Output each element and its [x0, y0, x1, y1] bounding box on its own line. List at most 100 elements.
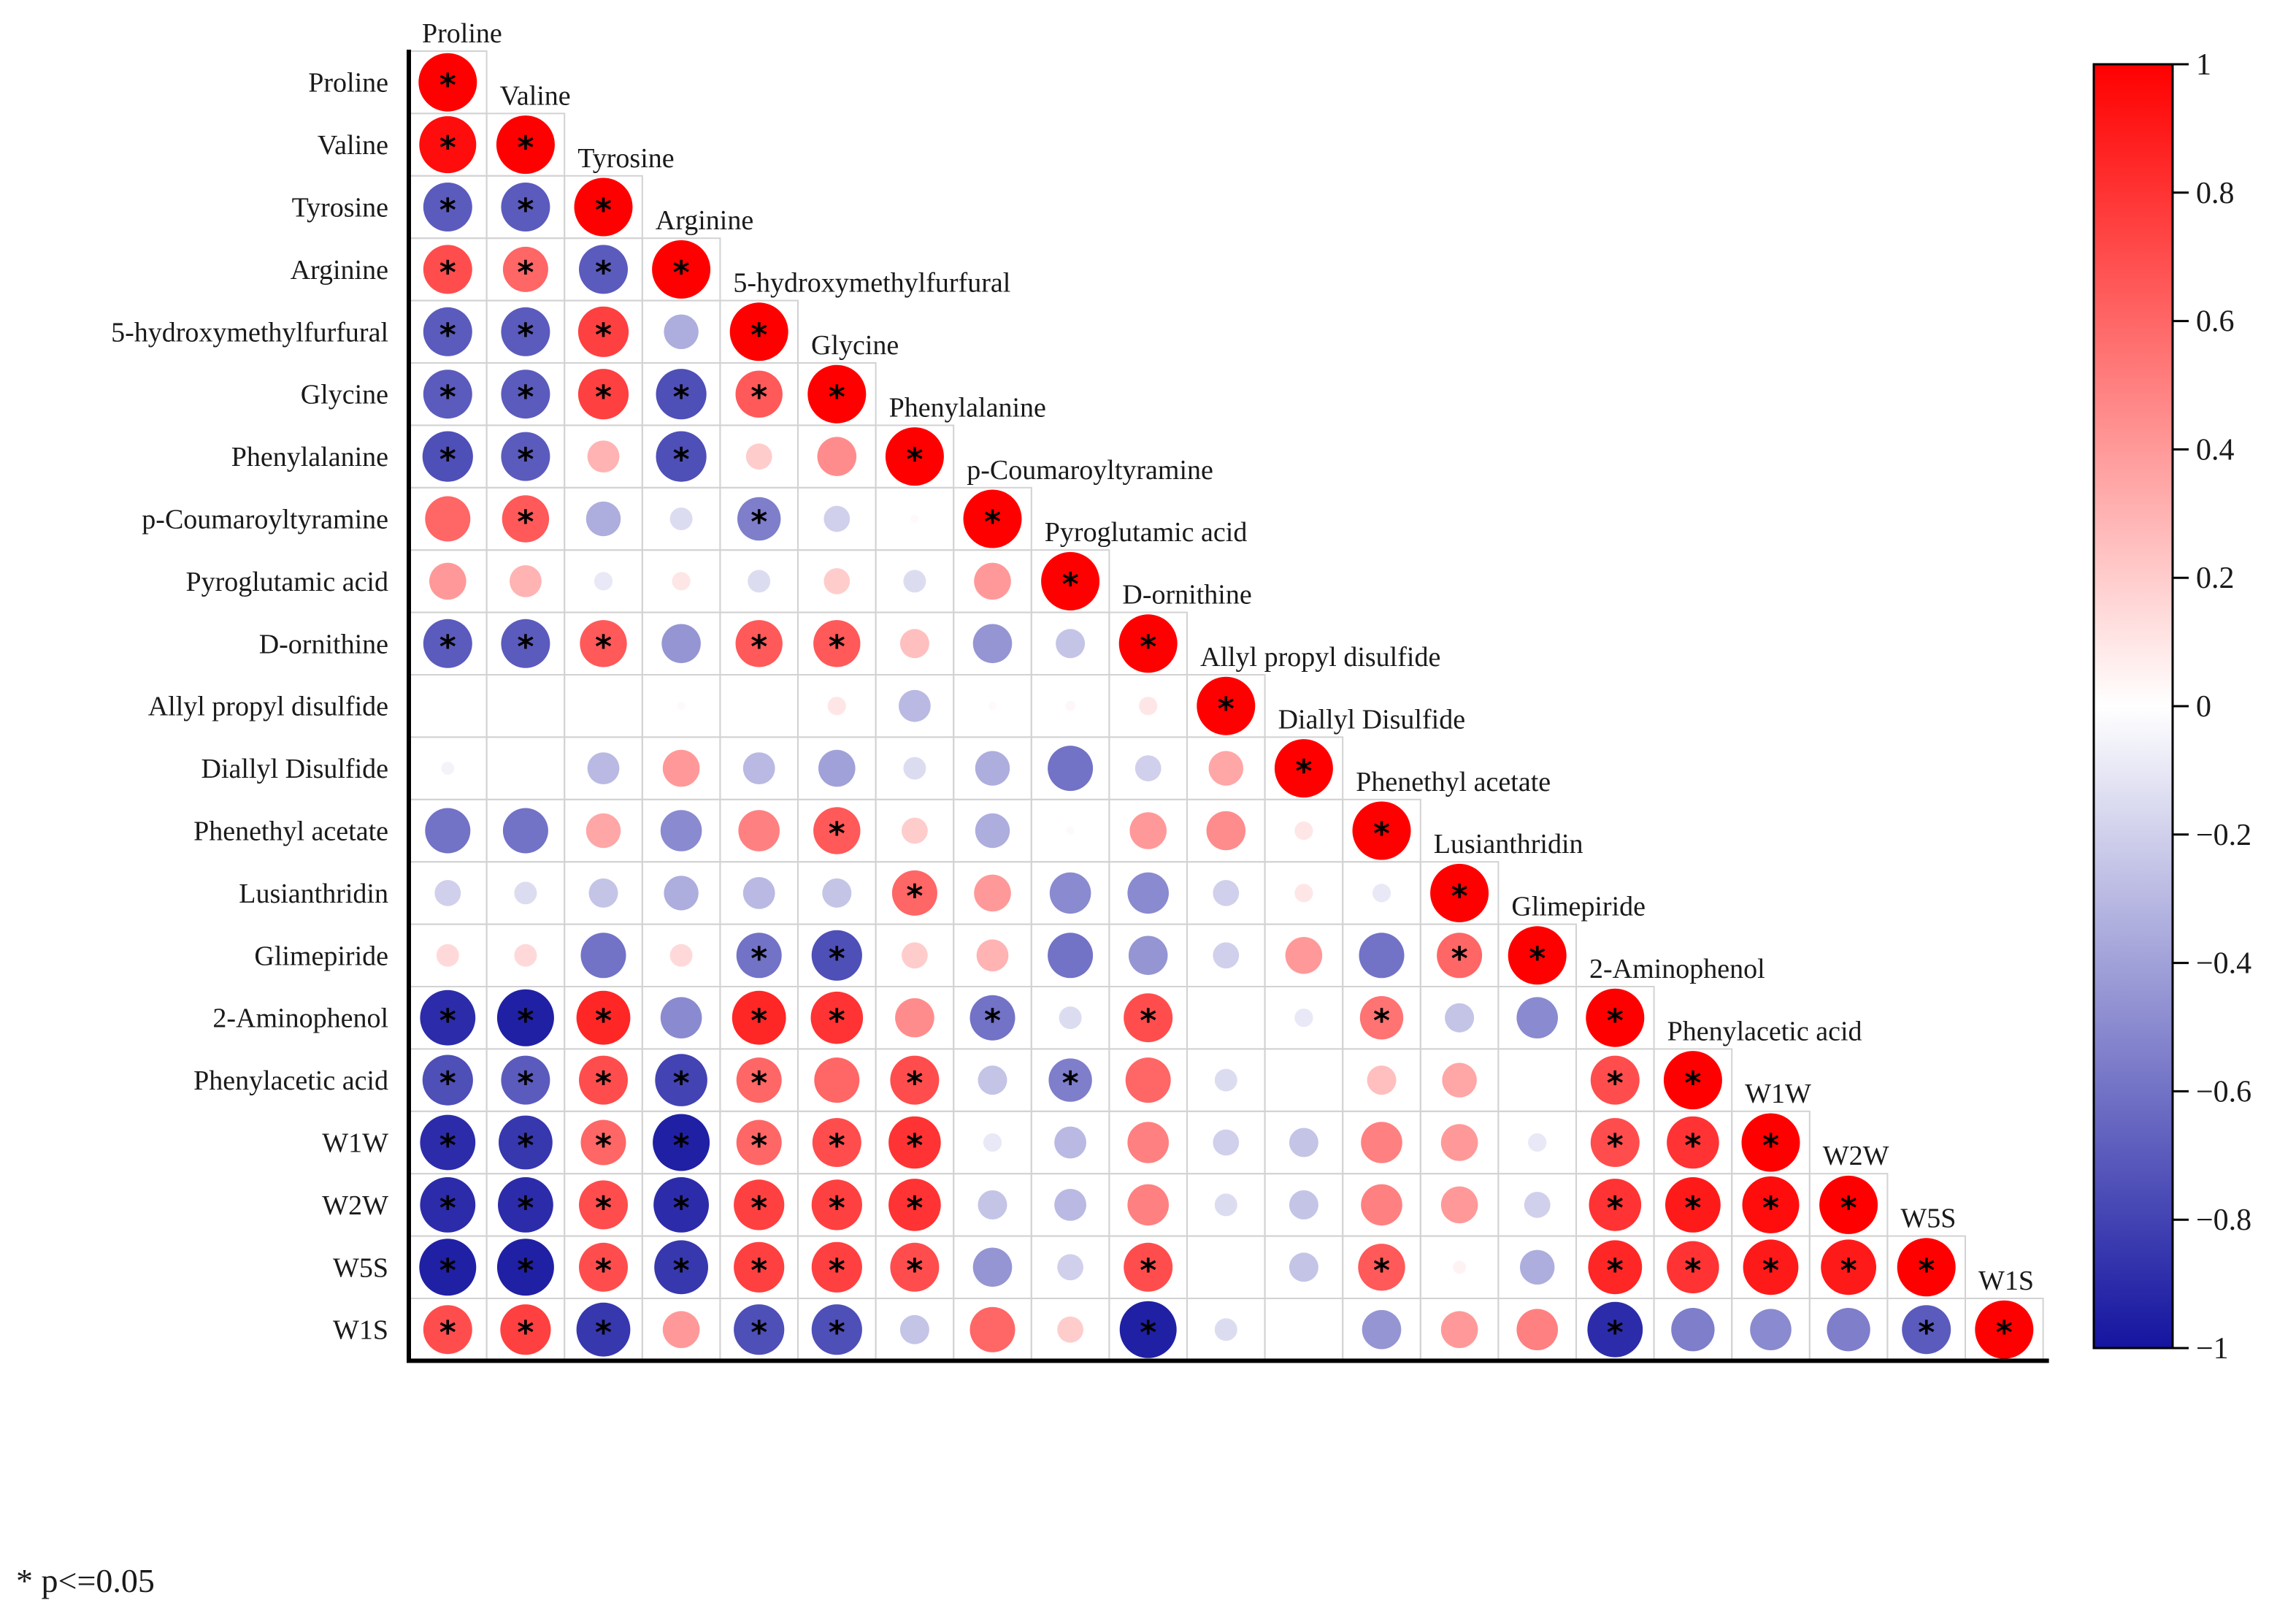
correlation-circle	[1289, 1190, 1318, 1220]
column-label: D-ornithine	[1122, 580, 1251, 611]
correlation-circle	[1362, 1309, 1402, 1350]
column-label: p-Coumaroyltyramine	[967, 455, 1213, 486]
correlation-circle	[418, 53, 477, 112]
significance-star: *	[595, 1003, 612, 1040]
correlation-circle	[1897, 1238, 1956, 1297]
correlation-circle	[653, 1177, 709, 1233]
correlation-circle	[974, 874, 1011, 912]
row-labels: Proline Valine Tyrosine Arginine 5-hydroxyme…	[111, 68, 388, 1346]
correlation-circle	[1440, 1186, 1478, 1224]
correlation-circle	[1528, 1133, 1547, 1152]
column-label: Arginine	[656, 205, 753, 236]
correlation-circle	[579, 1055, 628, 1105]
correlation-circle	[1367, 1065, 1397, 1095]
row-label: Phenylalanine	[231, 442, 388, 472]
significance-star: *	[439, 1314, 456, 1352]
correlation-circle	[729, 302, 788, 361]
correlation-circle	[1213, 880, 1240, 906]
matrix-cell	[408, 674, 488, 738]
correlation-circle	[1059, 1006, 1082, 1030]
significance-star: *	[1918, 1252, 1935, 1289]
significance-star: *	[1451, 878, 1468, 915]
correlation-circle	[972, 624, 1013, 664]
correlation-circle	[1057, 1316, 1083, 1343]
significance-star: *	[1140, 1252, 1156, 1289]
correlation-circle	[1125, 1057, 1171, 1103]
significance-star: *	[517, 254, 534, 291]
correlation-circle	[1214, 1318, 1237, 1341]
column-label: Lusianthridin	[1434, 829, 1583, 860]
correlation-circle	[501, 619, 550, 668]
significance-star: *	[1840, 1252, 1857, 1289]
significance-star: *	[517, 379, 534, 416]
correlation-circle	[963, 489, 1022, 548]
significance-star: *	[829, 1003, 845, 1040]
row-label: Pyroglutamic acid	[185, 567, 388, 597]
correlation-circle	[669, 944, 693, 967]
correlation-circle	[734, 1241, 785, 1293]
significance-star: *	[439, 316, 456, 353]
significance-star: *	[517, 1252, 534, 1289]
correlation-circle	[1437, 933, 1483, 979]
correlation-circle	[425, 496, 471, 542]
significance-star: *	[1607, 1128, 1624, 1165]
correlation-circle	[902, 942, 928, 969]
correlation-circle	[1667, 1241, 1719, 1294]
correlation-circle	[1214, 1068, 1237, 1092]
column-label: Tyrosine	[577, 143, 674, 174]
correlation-circle	[813, 807, 861, 854]
correlation-circle	[499, 1115, 553, 1170]
row-label: W1S	[333, 1315, 388, 1346]
row-label: Phenethyl acetate	[193, 816, 388, 847]
correlation-circle	[976, 939, 1009, 972]
matrix-cell	[1186, 986, 1266, 1050]
significance-star: *	[673, 1190, 690, 1227]
correlation-circle	[585, 501, 621, 537]
correlation-circle	[677, 702, 686, 711]
correlation-circle	[737, 497, 781, 541]
colorbar-tick-label: −0.4	[2196, 947, 2251, 981]
significance-star: *	[595, 254, 612, 291]
correlation-circle	[1520, 1249, 1555, 1285]
correlation-circle	[736, 1057, 782, 1103]
correlation-circle	[1590, 1118, 1640, 1167]
correlation-circle	[890, 1055, 940, 1105]
colorbar-tick-label: −1	[2196, 1332, 2229, 1366]
correlation-circle	[501, 307, 550, 356]
column-label: Phenylalanine	[889, 392, 1046, 423]
correlation-circle	[811, 1304, 862, 1355]
correlation-circle	[514, 881, 537, 905]
correlation-circle	[738, 810, 780, 851]
correlation-circle	[812, 1118, 861, 1167]
correlation-circle	[1127, 872, 1169, 914]
significance-star: *	[439, 129, 456, 167]
correlation-circle	[500, 1304, 551, 1355]
significance-star: *	[439, 1190, 456, 1227]
row-label: Allyl propyl disulfide	[148, 692, 388, 722]
significance-star: *	[439, 67, 456, 104]
correlation-circle	[577, 369, 629, 420]
column-label: 5-hydroxymethylfurfural	[733, 268, 1010, 299]
colorbar-gradient	[2092, 63, 2174, 1350]
significance-star: *	[1373, 816, 1390, 853]
correlation-circle	[420, 990, 476, 1046]
correlation-circle	[425, 808, 471, 854]
correlation-circle	[1589, 1179, 1642, 1231]
correlation-circle	[1453, 1260, 1466, 1274]
row-label: D-ornithine	[259, 629, 388, 659]
correlation-circle	[742, 877, 775, 909]
correlation-circle	[587, 440, 620, 472]
correlation-circle	[978, 1065, 1007, 1095]
significance-star: *	[517, 192, 534, 229]
correlation-circle	[1663, 1051, 1722, 1110]
correlation-circle	[1440, 1311, 1478, 1348]
correlation-circle	[1213, 942, 1240, 969]
significance-star: *	[1684, 1065, 1701, 1102]
significance-star: *	[906, 441, 923, 478]
significance-star: *	[439, 1252, 456, 1289]
significance-star: *	[517, 504, 534, 541]
significance-star: *	[673, 441, 690, 478]
correlation-circle	[1289, 1252, 1318, 1282]
correlation-circle	[662, 1311, 700, 1348]
significance-star: *	[750, 504, 767, 541]
